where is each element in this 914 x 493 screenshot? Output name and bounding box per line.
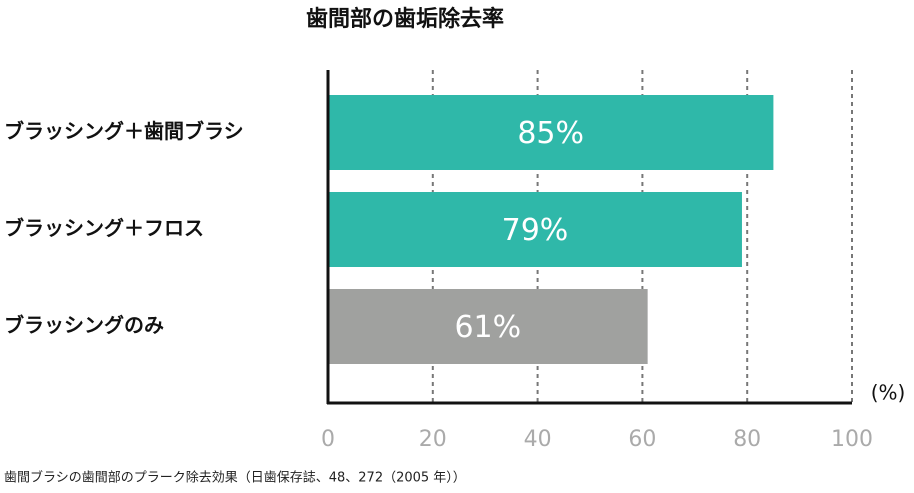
x-tick-label: 0 <box>321 427 335 452</box>
x-tick-label: 20 <box>419 427 447 452</box>
bar <box>328 289 648 364</box>
y-tick-label: ブラッシング＋フロス <box>4 216 204 240</box>
value-label: 85% <box>517 116 584 151</box>
y-tick-label: ブラッシングのみ <box>4 313 164 337</box>
chart-title: 歯間部の歯垢除去率 <box>306 6 504 32</box>
axis-unit: (%) <box>871 381 906 405</box>
y-tick-label: ブラッシング＋歯間ブラシ <box>4 119 244 143</box>
value-label: 61% <box>454 310 521 345</box>
x-tick-label: 40 <box>524 427 552 452</box>
x-tick-label: 60 <box>628 427 656 452</box>
source-note: 歯間ブラシの歯間部のプラーク除去効果（日歯保存誌、48、272（2005 年）） <box>4 470 466 486</box>
value-label: 79% <box>502 213 569 248</box>
bar <box>328 95 774 170</box>
bar <box>328 192 742 267</box>
x-tick-label: 80 <box>733 427 761 452</box>
x-tick-label: 100 <box>831 427 873 452</box>
